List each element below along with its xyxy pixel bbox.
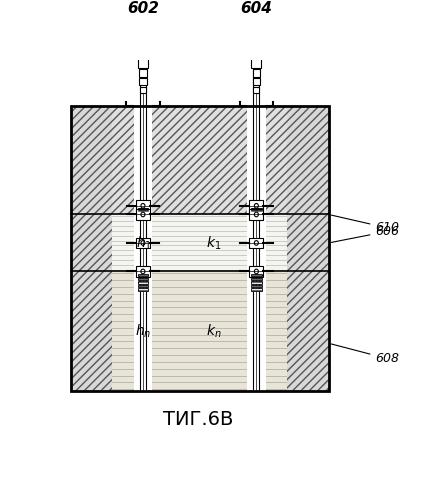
Bar [251, 281, 262, 283]
Bar [253, 86, 259, 94]
Text: $k_n$: $k_n$ [206, 322, 222, 340]
Bar [249, 238, 264, 248]
Bar [71, 106, 112, 391]
Text: ΤИГ.6В: ΤИГ.6В [163, 410, 233, 430]
Bar [137, 288, 148, 291]
Bar [71, 106, 328, 391]
Text: 608: 608 [331, 344, 400, 365]
Bar [137, 281, 148, 283]
Bar [137, 278, 148, 280]
Bar [136, 238, 150, 248]
Bar [136, 266, 150, 277]
Polygon shape [134, 22, 152, 46]
Bar [139, 69, 146, 76]
Bar [251, 274, 262, 276]
Bar [249, 200, 264, 211]
Bar [251, 58, 261, 68]
Text: 602: 602 [127, 0, 159, 16]
Text: 604: 604 [241, 0, 272, 16]
Bar [249, 266, 264, 277]
Bar [71, 106, 328, 391]
Bar [138, 58, 148, 68]
Text: 606: 606 [331, 225, 400, 242]
Bar [140, 86, 146, 94]
Text: $h_1$: $h_1$ [136, 234, 152, 252]
Bar [253, 69, 260, 76]
Bar [137, 284, 148, 287]
Bar [251, 284, 262, 287]
Text: $h_n$: $h_n$ [135, 322, 152, 340]
Bar [71, 214, 328, 272]
Bar [136, 200, 150, 211]
Bar [71, 106, 328, 214]
Bar [251, 288, 262, 291]
Bar [71, 272, 328, 391]
Text: 610: 610 [331, 215, 400, 234]
Bar [134, 106, 152, 391]
Bar [139, 78, 146, 86]
Bar [136, 209, 150, 220]
Bar [137, 274, 148, 276]
Bar [247, 106, 266, 391]
Bar [287, 106, 328, 391]
Bar [253, 78, 260, 86]
Text: $k_1$: $k_1$ [206, 234, 221, 252]
Polygon shape [247, 22, 266, 46]
Bar [251, 278, 262, 280]
Bar [249, 209, 264, 220]
